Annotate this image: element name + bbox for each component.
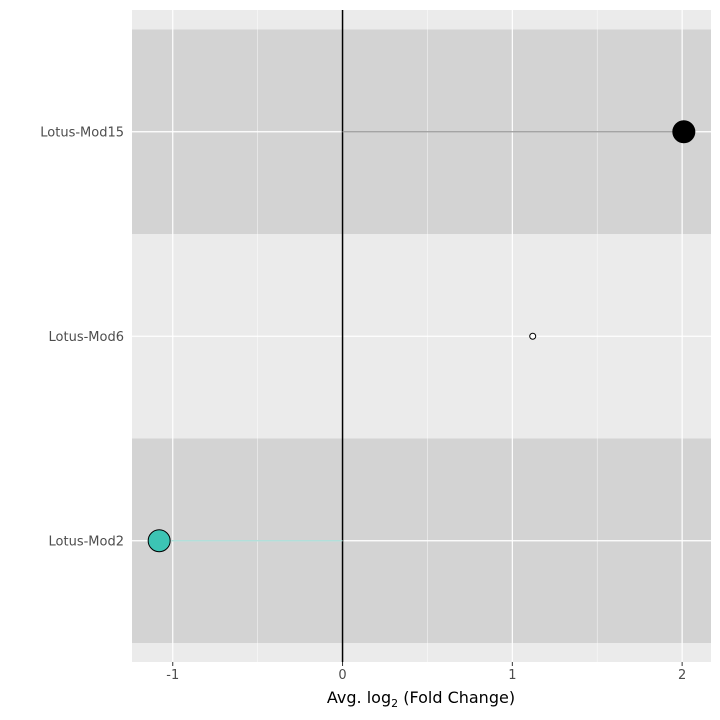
y-tick-label: Lotus-Mod2 <box>49 534 124 549</box>
lollipop-points <box>147 120 696 553</box>
y-tick-label: Lotus-Mod15 <box>40 125 124 140</box>
x-axis-title: Avg. log2 (Fold Change) <box>327 688 515 710</box>
x-axis-title-subscript: 2 <box>391 697 398 710</box>
lollipop-segments <box>159 131 684 542</box>
y-tick-labels: Lotus-Mod15 Lotus-Mod6 Lotus-Mod2 <box>40 125 124 549</box>
y-tick-label: Lotus-Mod6 <box>49 330 124 345</box>
x-tick-label: 2 <box>678 668 686 683</box>
x-tick-label: -1 <box>166 668 179 683</box>
x-tick-label: 1 <box>508 668 516 683</box>
point-lotus-mod6 <box>529 332 537 340</box>
x-axis-title-tail: (Fold Change) <box>398 688 515 707</box>
x-tick-labels: -1 0 1 2 <box>166 668 686 683</box>
x-tick-label: 0 <box>338 668 346 683</box>
x-tick-marks <box>172 662 683 666</box>
point-lotus-mod15 <box>672 120 696 144</box>
x-axis-title-main: Avg. log <box>327 688 391 707</box>
point-lotus-mod2 <box>147 529 171 553</box>
